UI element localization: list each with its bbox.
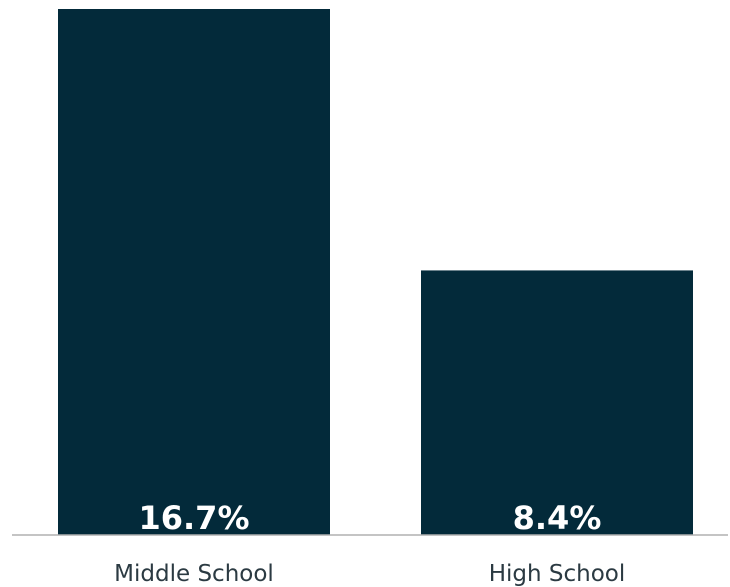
data-label: 8.4% — [513, 499, 602, 537]
bar-high-school — [421, 270, 693, 535]
data-label: 16.7% — [138, 499, 249, 537]
category-label: High School — [489, 561, 626, 587]
category-label: Middle School — [114, 561, 274, 587]
bars-group — [58, 9, 693, 535]
bar-middle-school — [58, 9, 330, 535]
labels-group: 16.7% Middle School 8.4% High School — [114, 499, 625, 587]
